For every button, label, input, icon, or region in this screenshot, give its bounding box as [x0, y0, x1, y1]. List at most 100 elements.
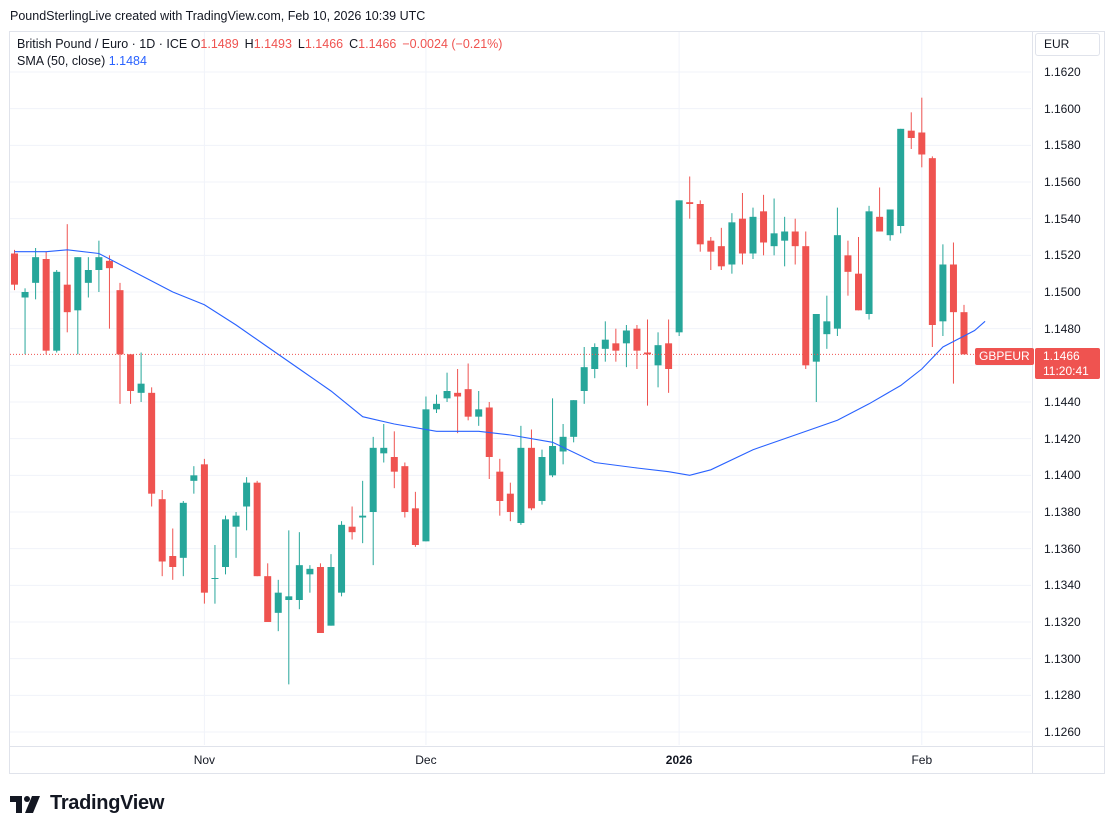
candle-body: [63, 284, 71, 313]
y-tick-label: 1.1420: [1044, 431, 1081, 446]
candle-down: [696, 200, 704, 252]
candle-body: [665, 343, 673, 369]
candle-body: [791, 231, 799, 247]
x-tick-label: Feb: [911, 753, 933, 767]
candle-body: [179, 502, 187, 558]
candle-down: [127, 354, 135, 404]
price-legend-row: British Pound / Euro · 1D · ICE O1.1489 H…: [17, 36, 502, 53]
candle-down: [633, 325, 641, 369]
candle-body: [74, 257, 82, 311]
candle-body: [190, 475, 198, 481]
y-tick-label: 1.1440: [1044, 395, 1081, 409]
candle-body: [274, 592, 282, 613]
candle-body: [707, 240, 715, 252]
y-tick-label: 1.1600: [1044, 101, 1081, 116]
y-tick-label: 1.1480: [1044, 321, 1081, 336]
candle-up: [232, 512, 240, 558]
candle-up: [675, 200, 683, 336]
candle-down: [876, 187, 884, 232]
candle-down: [665, 319, 673, 393]
y-tick-label: 1.1260: [1044, 725, 1081, 739]
tradingview-logo[interactable]: TradingView: [10, 792, 164, 815]
candle-body: [11, 253, 18, 285]
y-tick-label: 1.1340: [1044, 578, 1081, 593]
y-tick-label: 1.1300: [1044, 651, 1081, 666]
candle-up: [781, 216, 789, 267]
candle-up: [95, 240, 103, 292]
candle-up: [306, 565, 314, 593]
candle-down: [907, 112, 915, 149]
candle-down: [464, 363, 472, 421]
candle-body: [675, 200, 683, 333]
y-tick-label: 1.1620: [1044, 65, 1081, 79]
sma-legend-row[interactable]: SMA (50, close) 1.1484: [17, 53, 502, 70]
candle-body: [105, 260, 113, 269]
candle-body: [211, 578, 219, 579]
candle-up: [580, 347, 588, 404]
currency-selector[interactable]: EUR: [1035, 33, 1100, 56]
candle-body: [686, 202, 694, 204]
chart-frame[interactable]: [9, 31, 1105, 774]
candle-down: [63, 224, 71, 333]
candle-down: [485, 402, 493, 479]
ohlc-open-label: O: [190, 37, 201, 51]
candle-body: [696, 204, 704, 245]
candle-body: [137, 383, 145, 393]
candle-body: [538, 457, 546, 501]
candle-body: [158, 499, 166, 562]
candle-up: [559, 424, 567, 465]
candle-down: [760, 194, 768, 256]
candle-body: [148, 392, 156, 494]
candle-up: [211, 545, 219, 604]
candle-body: [812, 314, 820, 362]
candles: [11, 97, 968, 685]
candle-up: [443, 372, 451, 402]
candle-body: [865, 211, 873, 314]
candle-body: [116, 290, 124, 355]
candle-down: [148, 387, 156, 507]
candle-body: [295, 565, 303, 600]
candle-up: [32, 248, 40, 300]
candle-body: [928, 158, 936, 325]
candle-body: [738, 218, 746, 254]
candle-down: [169, 528, 177, 580]
candle-down: [612, 328, 620, 362]
candle-body: [443, 391, 451, 399]
candle-body: [433, 403, 440, 410]
ohlc-low: 1.1466: [304, 37, 344, 51]
candle-body: [348, 526, 356, 533]
candle-body: [855, 273, 862, 311]
candle-up: [591, 343, 599, 379]
candle-down: [738, 193, 746, 265]
candle-down: [717, 227, 725, 270]
candle-down: [707, 237, 715, 270]
candle-up: [538, 449, 546, 505]
candle-up: [654, 332, 662, 388]
x-tick-label: Nov: [193, 753, 216, 767]
candle-body: [644, 352, 651, 355]
tradingview-logo-icon: [10, 795, 40, 813]
candle-body: [359, 515, 367, 518]
candle-body: [612, 343, 620, 351]
candle-body: [253, 482, 261, 577]
candle-up: [190, 466, 198, 494]
sma-line: [14, 249, 986, 476]
y-tick-label: 1.1520: [1044, 248, 1081, 263]
candle-body: [960, 312, 968, 355]
candle-body: [654, 345, 662, 366]
candle-up: [74, 257, 82, 355]
candle-up: [728, 213, 736, 274]
symbol-title: British Pound / Euro · 1D · ICE: [17, 37, 188, 51]
candle-down: [200, 458, 208, 604]
x-tick-label: Dec: [415, 753, 437, 767]
candle-up: [369, 436, 377, 566]
y-tick-label: 1.1560: [1044, 175, 1081, 189]
candle-down: [527, 429, 535, 511]
symbol-tag: GBPEUR: [975, 348, 1034, 365]
candle-up: [601, 321, 609, 362]
candle-body: [918, 132, 926, 155]
candle-body: [285, 596, 293, 600]
candle-body: [897, 128, 905, 226]
candle-body: [243, 482, 251, 507]
